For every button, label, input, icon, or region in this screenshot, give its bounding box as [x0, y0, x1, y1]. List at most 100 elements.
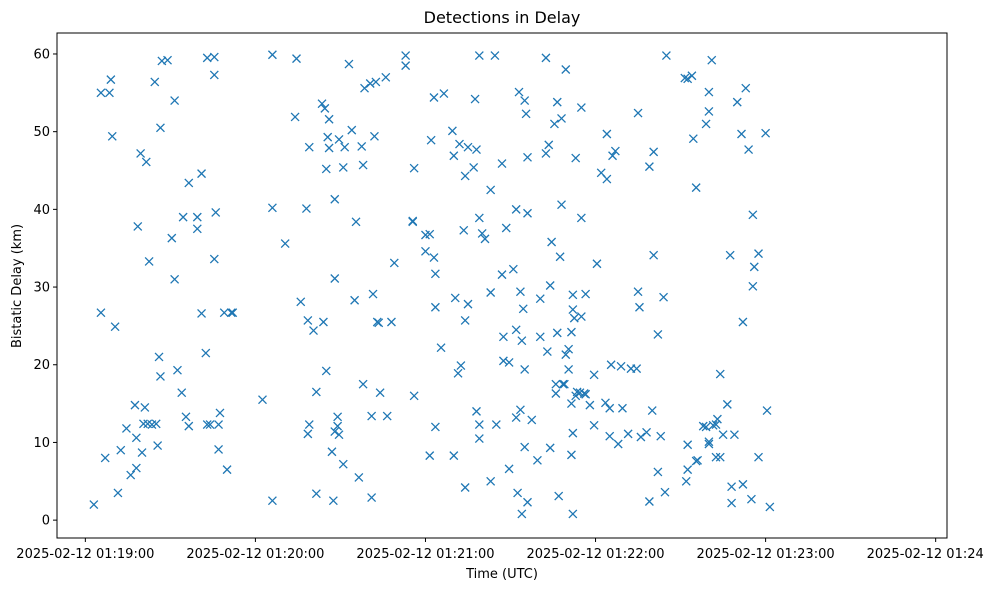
data-point-x-marker [192, 224, 202, 234]
data-point-x-marker [107, 131, 117, 141]
data-point-x-marker [741, 83, 751, 93]
data-point-x-marker [447, 126, 457, 136]
data-point-x-marker [209, 52, 219, 62]
data-point-x-marker [585, 400, 595, 410]
data-point-x-marker [368, 289, 378, 299]
data-point-x-marker [600, 398, 610, 408]
data-point-x-marker [545, 281, 555, 290]
data-point-x-marker [520, 96, 530, 106]
x-tick-label: 2025-02-12 01:24:00 [867, 547, 984, 562]
chart-title: Detections in Delay [424, 8, 581, 27]
data-point-x-marker [605, 403, 615, 413]
data-point-x-marker [508, 264, 518, 274]
data-point-x-marker [722, 399, 732, 409]
data-point-x-marker [712, 414, 722, 424]
data-point-x-marker [653, 467, 663, 477]
data-point-x-marker [557, 114, 566, 123]
data-point-x-marker [334, 134, 344, 144]
data-point-x-marker [474, 51, 484, 60]
data-point-x-marker [566, 399, 576, 409]
data-point-x-marker [636, 432, 646, 442]
data-point-x-marker [635, 302, 644, 312]
data-point-x-marker [738, 479, 748, 489]
data-point-x-marker [727, 482, 737, 492]
data-point-x-marker [520, 364, 530, 374]
data-point-x-marker [535, 294, 545, 304]
data-point-x-marker [357, 141, 367, 151]
data-point-x-marker [486, 288, 496, 297]
data-point-x-marker [498, 332, 508, 342]
y-tick-label: 60 [33, 47, 50, 62]
data-point-x-marker [749, 262, 759, 272]
data-point-x-marker [572, 387, 582, 397]
data-point-x-marker [311, 489, 321, 499]
data-point-x-marker [520, 442, 530, 452]
data-point-x-marker [704, 437, 714, 447]
data-point-x-marker [304, 142, 314, 152]
data-point-x-marker [744, 145, 754, 154]
data-point-x-marker [523, 208, 532, 218]
data-point-x-marker [133, 221, 143, 231]
data-point-x-marker [184, 421, 194, 431]
data-point-x-marker [725, 250, 735, 260]
data-point-x-marker [613, 439, 623, 449]
data-point-x-marker [340, 142, 350, 152]
data-point-x-marker [354, 472, 364, 482]
data-point-x-marker [541, 53, 551, 63]
data-point-x-marker [748, 281, 758, 291]
x-tick-label: 2025-02-12 01:23:00 [697, 547, 835, 562]
data-point-x-marker [704, 107, 714, 116]
data-point-x-marker [661, 51, 671, 60]
data-point-x-marker [401, 51, 411, 60]
data-point-x-marker [449, 151, 459, 161]
data-point-x-marker [375, 388, 385, 398]
x-tick-label: 2025-02-12 01:21:00 [356, 547, 494, 562]
data-point-x-marker [762, 406, 772, 416]
y-tick-label: 10 [33, 436, 50, 451]
data-point-x-marker [177, 388, 187, 398]
data-point-x-marker [472, 406, 481, 416]
data-point-x-marker [131, 463, 141, 473]
data-point-x-marker [209, 254, 219, 264]
data-point-x-marker [653, 329, 663, 339]
data-point-x-marker [110, 322, 120, 332]
data-point-x-marker [576, 312, 586, 322]
data-point-x-marker [683, 74, 693, 84]
data-point-x-marker [642, 427, 652, 437]
data-point-x-marker [469, 162, 479, 172]
data-point-x-marker [131, 433, 141, 443]
data-point-x-marker [141, 157, 151, 167]
data-point-x-marker [511, 204, 521, 214]
data-point-x-marker [425, 229, 435, 239]
data-point-x-marker [311, 387, 321, 397]
data-point-x-marker [523, 497, 532, 507]
data-point-x-marker [589, 370, 599, 380]
data-point-x-marker [360, 83, 369, 93]
data-point-x-marker [130, 400, 140, 410]
data-point-x-marker [324, 114, 334, 124]
data-point-x-marker [358, 379, 368, 389]
data-point-x-marker [656, 431, 666, 441]
data-point-x-marker [602, 129, 612, 139]
data-point-x-marker [460, 171, 470, 181]
data-point-x-marker [222, 465, 232, 475]
data-point-x-marker [228, 308, 238, 318]
data-point-x-marker [197, 169, 207, 179]
data-point-x-marker [592, 259, 602, 269]
data-point-x-marker [214, 420, 224, 430]
data-point-x-marker [647, 406, 657, 416]
data-point-x-marker [680, 73, 690, 83]
data-point-x-marker [202, 420, 212, 430]
y-tick-label: 30 [33, 281, 50, 296]
data-point-x-marker [566, 327, 576, 337]
data-point-x-marker [323, 132, 333, 142]
data-point-x-marker [576, 103, 586, 113]
data-point-x-marker [321, 164, 331, 174]
data-point-x-marker [571, 153, 581, 163]
data-point-x-marker [480, 234, 490, 244]
data-point-x-marker [551, 379, 561, 389]
data-point-x-marker [367, 493, 377, 503]
data-point-x-marker [683, 465, 693, 475]
data-point-x-marker [754, 452, 763, 462]
data-point-x-marker [504, 464, 514, 474]
